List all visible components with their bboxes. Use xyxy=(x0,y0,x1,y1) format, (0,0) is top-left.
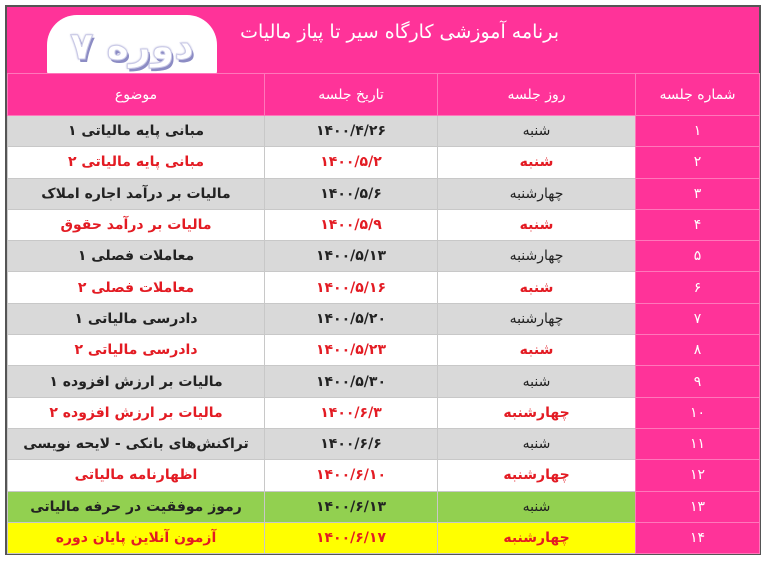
session-date: ۱۴۰۰/۵/۳۰ xyxy=(264,365,438,398)
session-topic: مبانی پایه مالیاتی ۲ xyxy=(7,146,265,179)
table-row: ۸ شنبه ۱۴۰۰/۵/۲۳ دادرسی مالیاتی ۲ xyxy=(7,334,760,367)
table-row: ۱۲ چهارشنبه ۱۴۰۰/۶/۱۰ اظهارنامه مالیاتی xyxy=(7,459,760,492)
table-row: ۶ شنبه ۱۴۰۰/۵/۱۶ معاملات فصلی ۲ xyxy=(7,271,760,304)
header-session-date: تاریخ جلسه xyxy=(264,73,438,116)
session-number: ۳ xyxy=(635,177,760,210)
session-topic: اظهارنامه مالیاتی xyxy=(7,459,265,492)
session-day: چهارشنبه xyxy=(437,396,636,429)
session-day: چهارشنبه xyxy=(437,177,636,210)
session-day: شنبه xyxy=(437,427,636,461)
table-row: ۲ شنبه ۱۴۰۰/۵/۲ مبانی پایه مالیاتی ۲ xyxy=(7,146,760,179)
session-date: ۱۴۰۰/۵/۱۶ xyxy=(264,271,438,304)
session-date: ۱۴۰۰/۴/۲۶ xyxy=(264,114,438,148)
schedule-table: شماره جلسه روز جلسه تاریخ جلسه موضوع ۱ شن… xyxy=(7,73,760,555)
session-day: شنبه xyxy=(437,490,636,523)
header-topic: موضوع xyxy=(7,73,265,116)
table-row: ۵ چهارشنبه ۱۴۰۰/۵/۱۳ معاملات فصلی ۱ xyxy=(7,240,760,273)
title-bar: دوره ۷ برنامه آموزشی کارگاه سیر تا پیاز … xyxy=(7,7,759,77)
session-topic: مبانی پایه مالیاتی ۱ xyxy=(7,114,265,148)
table-row: ۱ شنبه ۱۴۰۰/۴/۲۶ مبانی پایه مالیاتی ۱ xyxy=(7,114,760,148)
session-topic: معاملات فصلی ۲ xyxy=(7,271,265,304)
table-row: ۹ شنبه ۱۴۰۰/۵/۳۰ مالیات بر ارزش افزوده ۱ xyxy=(7,365,760,398)
header-session-number: شماره جلسه xyxy=(635,73,760,116)
session-topic: دادرسی مالیاتی ۲ xyxy=(7,334,265,367)
session-day: شنبه xyxy=(437,271,636,304)
table-row: ۴ شنبه ۱۴۰۰/۵/۹ مالیات بر درآمد حقوق xyxy=(7,208,760,242)
session-number: ۱۱ xyxy=(635,427,760,461)
session-topic: رموز موفقیت در حرفه مالیاتی xyxy=(7,490,265,523)
session-number: ۴ xyxy=(635,208,760,242)
table-row: ۱۴ چهارشنبه ۱۴۰۰/۶/۱۷ آزمون آنلاین پایان دو… xyxy=(7,521,760,555)
session-date: ۱۴۰۰/۶/۳ xyxy=(264,396,438,429)
session-date: ۱۴۰۰/۵/۶ xyxy=(264,177,438,210)
session-number: ۱ xyxy=(635,114,760,148)
session-date: ۱۴۰۰/۵/۹ xyxy=(264,208,438,242)
table-row: ۳ چهارشنبه ۱۴۰۰/۵/۶ مالیات بر درآمد اجاره ا… xyxy=(7,177,760,210)
session-day: شنبه xyxy=(437,365,636,398)
session-day: شنبه xyxy=(437,114,636,148)
page-title: برنامه آموزشی کارگاه سیر تا پیاز مالیات xyxy=(240,21,559,43)
session-date: ۱۴۰۰/۵/۲۳ xyxy=(264,334,438,367)
course-badge: دوره ۷ xyxy=(47,15,217,77)
table-row: ۱۳ شنبه ۱۴۰۰/۶/۱۳ رموز موفقیت در حرفه مالیا… xyxy=(7,490,760,523)
session-number: ۱۰ xyxy=(635,396,760,429)
table-row: ۱۰ چهارشنبه ۱۴۰۰/۶/۳ مالیات بر ارزش افزوده … xyxy=(7,396,760,429)
session-topic: دادرسی مالیاتی ۱ xyxy=(7,302,265,336)
session-day: چهارشنبه xyxy=(437,302,636,336)
session-date: ۱۴۰۰/۵/۲۰ xyxy=(264,302,438,336)
table-row: ۱۱ شنبه ۱۴۰۰/۶/۶ تراکنش‌های بانکی - لایحه ن… xyxy=(7,427,760,461)
session-day: شنبه xyxy=(437,146,636,179)
session-number: ۵ xyxy=(635,240,760,273)
table-header: شماره جلسه روز جلسه تاریخ جلسه موضوع xyxy=(7,73,760,116)
session-day: شنبه xyxy=(437,334,636,367)
session-topic: مالیات بر ارزش افزوده ۱ xyxy=(7,365,265,398)
session-topic: آزمون آنلاین پایان دوره xyxy=(7,521,265,555)
session-topic: مالیات بر ارزش افزوده ۲ xyxy=(7,396,265,429)
session-number: ۶ xyxy=(635,271,760,304)
session-number: ۸ xyxy=(635,334,760,367)
session-number: ۱۲ xyxy=(635,459,760,492)
session-date: ۱۴۰۰/۶/۱۷ xyxy=(264,521,438,555)
session-date: ۱۴۰۰/۶/۱۳ xyxy=(264,490,438,523)
session-number: ۷ xyxy=(635,302,760,336)
session-date: ۱۴۰۰/۶/۱۰ xyxy=(264,459,438,492)
session-day: چهارشنبه xyxy=(437,240,636,273)
session-number: ۲ xyxy=(635,146,760,179)
header-session-day: روز جلسه xyxy=(437,73,636,116)
session-date: ۱۴۰۰/۵/۲ xyxy=(264,146,438,179)
session-topic: معاملات فصلی ۱ xyxy=(7,240,265,273)
schedule-frame: دوره ۷ برنامه آموزشی کارگاه سیر تا پیاز … xyxy=(5,5,761,555)
session-topic: مالیات بر درآمد حقوق xyxy=(7,208,265,242)
session-date: ۱۴۰۰/۵/۱۳ xyxy=(264,240,438,273)
session-day: چهارشنبه xyxy=(437,521,636,555)
session-day: چهارشنبه xyxy=(437,459,636,492)
session-topic: مالیات بر درآمد اجاره املاک xyxy=(7,177,265,210)
session-number: ۹ xyxy=(635,365,760,398)
session-date: ۱۴۰۰/۶/۶ xyxy=(264,427,438,461)
session-topic: تراکنش‌های بانکی - لایحه نویسی xyxy=(7,427,265,461)
session-day: شنبه xyxy=(437,208,636,242)
session-number: ۱۳ xyxy=(635,490,760,523)
table-row: ۷ چهارشنبه ۱۴۰۰/۵/۲۰ دادرسی مالیاتی ۱ xyxy=(7,302,760,336)
session-number: ۱۴ xyxy=(635,521,760,555)
badge-text: دوره ۷ xyxy=(70,24,195,69)
